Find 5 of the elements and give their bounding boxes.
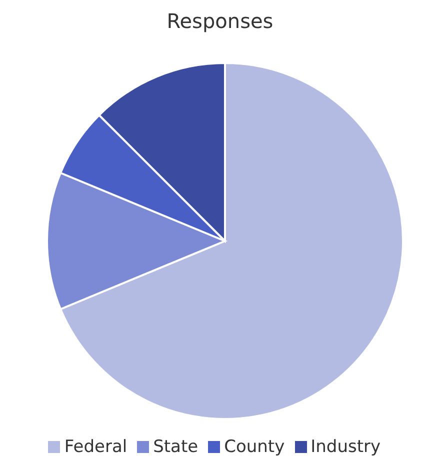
legend-label: Industry bbox=[310, 437, 381, 457]
legend-label: State bbox=[153, 437, 198, 457]
legend-label: County bbox=[224, 437, 285, 457]
legend-label: Federal bbox=[64, 437, 128, 457]
chart-title: Responses bbox=[166, 9, 274, 33]
